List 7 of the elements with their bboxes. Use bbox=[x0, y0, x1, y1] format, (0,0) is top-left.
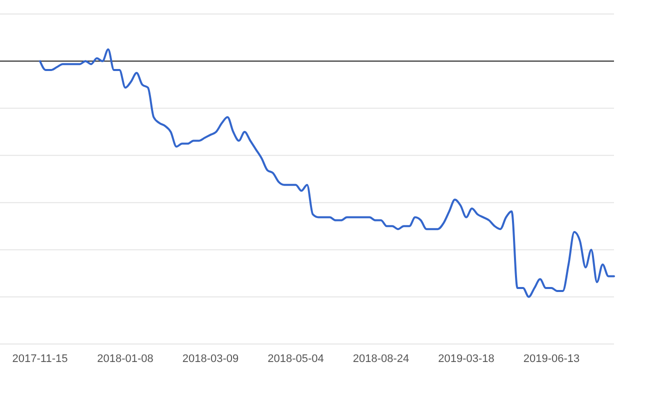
x-tick-label: 2018-03-09 bbox=[182, 353, 239, 365]
x-tick-label: 2017-11-15 bbox=[12, 353, 68, 365]
x-tick-label: 2018-08-24 bbox=[352, 353, 410, 365]
x-tick-label: 2018-01-08 bbox=[97, 353, 154, 365]
x-tick-label: 2018-05-04 bbox=[268, 353, 324, 365]
x-tick-label: 2019-03-18 bbox=[438, 353, 494, 365]
x-tick-label: 2019-06-13 bbox=[523, 353, 580, 365]
